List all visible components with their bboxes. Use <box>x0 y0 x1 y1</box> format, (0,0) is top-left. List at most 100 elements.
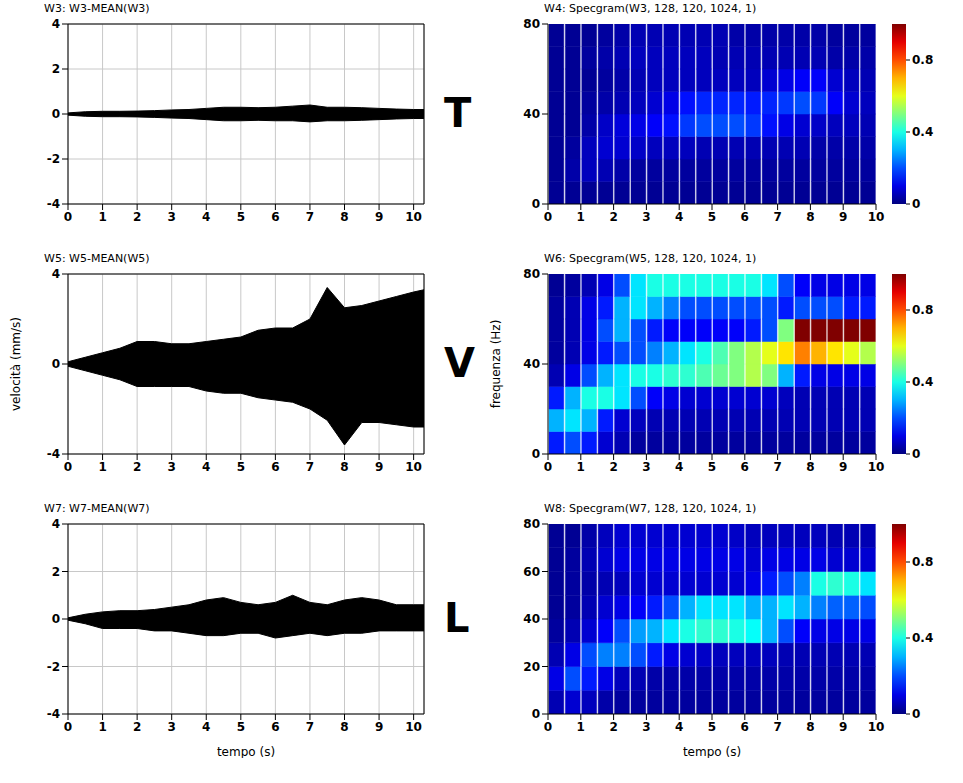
svg-text:0.8: 0.8 <box>912 303 933 317</box>
svg-text:6: 6 <box>741 460 749 474</box>
svg-text:1: 1 <box>577 210 585 224</box>
svg-text:4: 4 <box>202 210 210 224</box>
svg-text:8: 8 <box>806 720 814 734</box>
svg-text:7: 7 <box>306 460 314 474</box>
svg-text:0: 0 <box>912 447 920 461</box>
svg-text:0: 0 <box>912 197 920 211</box>
svg-text:0: 0 <box>532 707 540 721</box>
svg-text:7: 7 <box>773 460 781 474</box>
svg-text:0: 0 <box>64 720 72 734</box>
svg-text:8: 8 <box>806 460 814 474</box>
svg-text:tempo (s): tempo (s) <box>217 745 275 758</box>
svg-text:5: 5 <box>237 720 245 734</box>
svg-text:6: 6 <box>741 720 749 734</box>
svg-text:1: 1 <box>577 460 585 474</box>
svg-text:80: 80 <box>523 268 540 281</box>
svg-text:10: 10 <box>868 210 885 224</box>
svg-text:0: 0 <box>544 460 552 474</box>
svg-text:2: 2 <box>133 460 141 474</box>
svg-text:80: 80 <box>523 18 540 31</box>
svg-text:40: 40 <box>523 612 540 626</box>
svg-text:5: 5 <box>237 210 245 224</box>
svg-text:60: 60 <box>523 565 540 579</box>
svg-text:1: 1 <box>98 460 106 474</box>
svg-text:4: 4 <box>52 18 60 31</box>
svg-text:8: 8 <box>340 210 348 224</box>
svg-text:1: 1 <box>98 720 106 734</box>
svg-text:40: 40 <box>523 357 540 371</box>
svg-text:8: 8 <box>806 210 814 224</box>
svg-text:2: 2 <box>52 565 60 579</box>
svg-text:6: 6 <box>271 210 279 224</box>
svg-text:4: 4 <box>52 518 60 531</box>
svg-text:8: 8 <box>340 720 348 734</box>
svg-text:6: 6 <box>271 460 279 474</box>
svg-text:2: 2 <box>133 720 141 734</box>
svg-text:10: 10 <box>405 460 422 474</box>
svg-text:0: 0 <box>532 197 540 211</box>
svg-text:5: 5 <box>708 460 716 474</box>
svg-text:9: 9 <box>839 720 847 734</box>
svg-text:1: 1 <box>577 720 585 734</box>
svg-text:20: 20 <box>523 660 540 674</box>
svg-text:frequenza (Hz): frequenza (Hz) <box>489 320 503 409</box>
svg-text:8: 8 <box>340 460 348 474</box>
svg-text:3: 3 <box>642 720 650 734</box>
svg-text:2: 2 <box>609 210 617 224</box>
svg-text:4: 4 <box>675 210 683 224</box>
svg-text:0: 0 <box>52 357 60 371</box>
svg-text:0.4: 0.4 <box>912 125 933 139</box>
svg-text:5: 5 <box>708 720 716 734</box>
svg-text:3: 3 <box>168 720 176 734</box>
svg-text:6: 6 <box>271 720 279 734</box>
svg-text:velocità (mm/s): velocità (mm/s) <box>9 317 23 411</box>
svg-text:10: 10 <box>868 460 885 474</box>
svg-text:0.8: 0.8 <box>912 53 933 67</box>
svg-text:0: 0 <box>532 447 540 461</box>
svg-text:7: 7 <box>773 720 781 734</box>
svg-text:80: 80 <box>523 518 540 531</box>
svg-text:-4: -4 <box>47 197 60 211</box>
svg-text:0: 0 <box>544 720 552 734</box>
svg-text:0: 0 <box>544 210 552 224</box>
svg-text:tempo (s): tempo (s) <box>683 745 741 758</box>
svg-text:0: 0 <box>52 107 60 121</box>
svg-text:9: 9 <box>839 210 847 224</box>
svg-text:4: 4 <box>202 720 210 734</box>
svg-text:7: 7 <box>306 720 314 734</box>
svg-text:2: 2 <box>609 720 617 734</box>
svg-text:0.4: 0.4 <box>912 631 933 645</box>
svg-text:2: 2 <box>133 210 141 224</box>
svg-text:7: 7 <box>306 210 314 224</box>
svg-text:0: 0 <box>64 460 72 474</box>
svg-text:4: 4 <box>675 720 683 734</box>
svg-text:1: 1 <box>98 210 106 224</box>
svg-text:-4: -4 <box>47 447 60 461</box>
svg-text:4: 4 <box>202 460 210 474</box>
svg-text:0: 0 <box>52 612 60 626</box>
svg-text:3: 3 <box>168 460 176 474</box>
svg-text:2: 2 <box>609 460 617 474</box>
svg-text:0: 0 <box>912 707 920 721</box>
svg-text:3: 3 <box>642 210 650 224</box>
svg-text:4: 4 <box>52 268 60 281</box>
svg-text:9: 9 <box>375 460 383 474</box>
svg-text:6: 6 <box>741 210 749 224</box>
svg-text:9: 9 <box>375 210 383 224</box>
svg-text:10: 10 <box>405 720 422 734</box>
svg-text:2: 2 <box>52 62 60 76</box>
svg-text:4: 4 <box>675 460 683 474</box>
svg-text:10: 10 <box>405 210 422 224</box>
svg-text:5: 5 <box>708 210 716 224</box>
svg-text:9: 9 <box>839 460 847 474</box>
svg-text:3: 3 <box>642 460 650 474</box>
svg-text:0.4: 0.4 <box>912 375 933 389</box>
svg-text:-2: -2 <box>47 152 60 166</box>
svg-text:7: 7 <box>773 210 781 224</box>
svg-text:3: 3 <box>168 210 176 224</box>
svg-text:0.8: 0.8 <box>912 555 933 569</box>
svg-text:10: 10 <box>868 720 885 734</box>
svg-text:-4: -4 <box>47 707 60 721</box>
svg-text:0: 0 <box>64 210 72 224</box>
svg-text:9: 9 <box>375 720 383 734</box>
